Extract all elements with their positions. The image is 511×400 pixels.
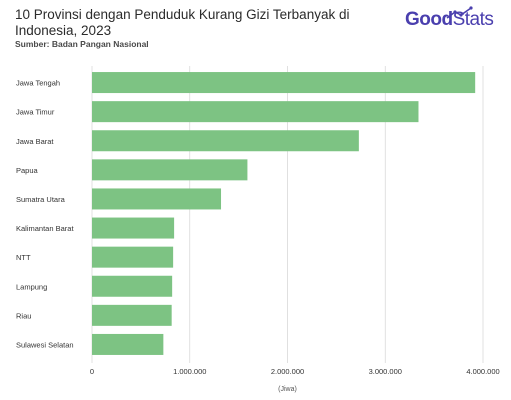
x-tick-label: 0 [90, 367, 94, 376]
category-label: Jawa Timur [16, 108, 55, 117]
trend-up-icon [446, 6, 473, 19]
category-label: Lampung [16, 282, 47, 291]
bars [92, 72, 476, 355]
bar [92, 217, 175, 239]
chart-source: Sumber: Badan Pangan Nasional [15, 39, 149, 49]
x-axis-ticks: 0 1.000.000 2.000.000 3.000.000 4.000.000 [90, 367, 500, 376]
category-label: Sulawesi Selatan [16, 340, 74, 349]
chart-title: 10 Provinsi dengan Penduduk Kurang Gizi … [15, 7, 350, 38]
category-label: Jawa Barat [16, 137, 54, 146]
x-tick-label: 1.000.000 [173, 367, 206, 376]
x-tick-label: 2.000.000 [271, 367, 304, 376]
bar [92, 246, 174, 268]
category-label: Kalimantan Barat [16, 224, 74, 233]
category-label: Jawa Tengah [16, 79, 60, 88]
bar [92, 159, 248, 181]
category-label: NTT [16, 253, 31, 262]
x-tick-label: 4.000.000 [466, 367, 499, 376]
bar [92, 130, 359, 152]
logo-text-good: Good [405, 9, 453, 30]
category-labels: Jawa Tengah Jawa Timur Jawa Barat Papua Suma… [16, 79, 74, 350]
category-label: Sumatra Utara [16, 195, 66, 204]
category-label: Papua [16, 166, 39, 175]
x-axis-title: (Jiwa) [278, 386, 297, 393]
bar [92, 101, 419, 123]
bar [92, 275, 173, 297]
bar [92, 333, 164, 355]
bar [92, 72, 476, 94]
category-label: Riau [16, 311, 31, 320]
bar [92, 304, 172, 326]
x-tick-label: 3.000.000 [369, 367, 402, 376]
bar [92, 188, 222, 210]
